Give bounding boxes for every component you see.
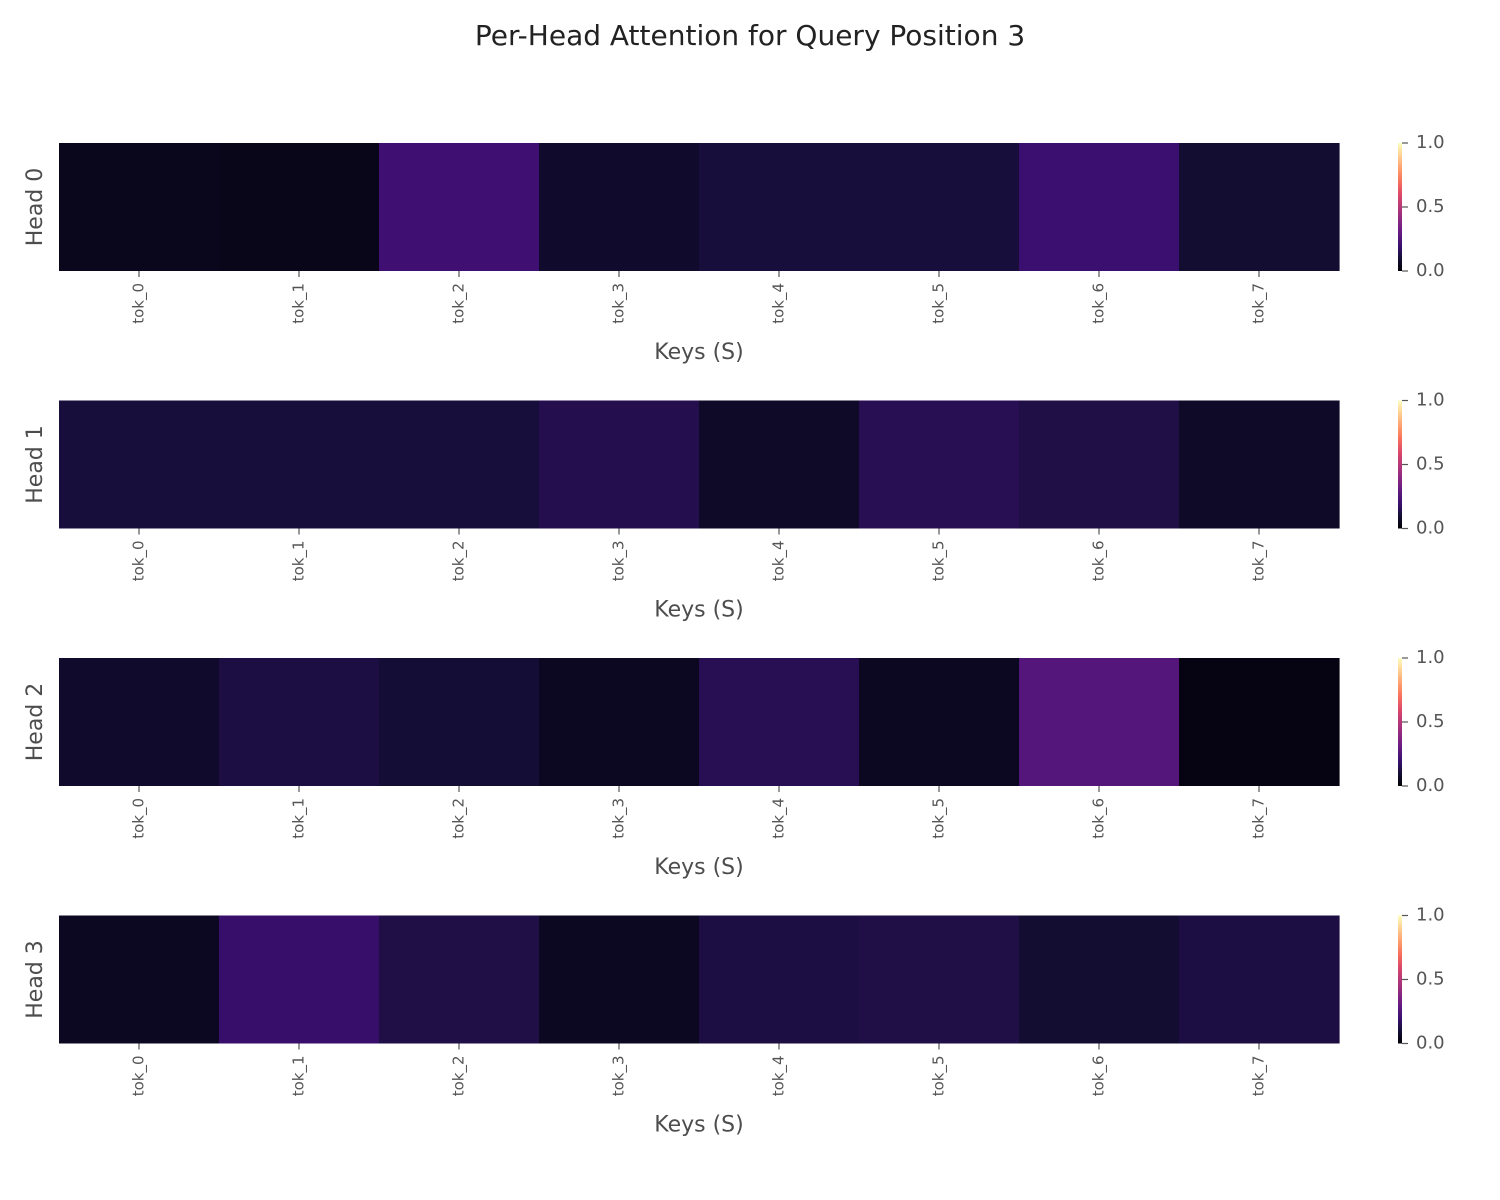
x-tick-label: tok_3 (610, 798, 629, 839)
heatmap-cell-head0-tok_7 (1179, 143, 1340, 271)
colorbar-tick-label: 1.0 (1416, 390, 1445, 411)
x-tick-label: tok_0 (130, 1056, 149, 1097)
heatmap-cell-head3-tok_2 (379, 915, 540, 1044)
x-axis-label: Keys (S) (654, 340, 743, 365)
x-axis-label: Keys (S) (654, 1113, 743, 1138)
heatmap-cell-head2-tok_6 (1019, 658, 1180, 786)
heatmap-cell-head3-tok_1 (219, 915, 380, 1044)
x-tick-label: tok_4 (770, 541, 789, 582)
heatmap-cell-head1-tok_7 (1179, 400, 1340, 529)
y-axis-label-head-2: Head 2 (23, 683, 48, 762)
x-tick-label: tok_5 (930, 1056, 949, 1097)
colorbar-tick-label: 0.0 (1416, 775, 1445, 796)
head-panel-0: Head 0 tok_0 tok_1 tok_2 tok_3 tok_4 tok_5 tok_… (23, 132, 1445, 365)
x-tick-label: tok_6 (1090, 283, 1109, 324)
x-tick-label: tok_4 (770, 283, 789, 324)
colorbar-2 (1398, 658, 1402, 786)
heatmap-cell-head2-tok_2 (379, 658, 540, 786)
colorbar-0 (1398, 143, 1402, 271)
x-axis-label: Keys (S) (654, 598, 743, 623)
colorbar-tick-label: 0.0 (1416, 518, 1445, 539)
x-tick-label: tok_7 (1250, 541, 1269, 582)
heatmap-cell-head1-tok_5 (859, 400, 1020, 529)
y-axis-label-head-3: Head 3 (23, 940, 48, 1019)
head-panels: Head 0 tok_0 tok_1 tok_2 tok_3 tok_4 tok_5 tok_… (23, 132, 1445, 1138)
colorbar-tick-label: 0.0 (1416, 260, 1445, 281)
y-axis-label-head-0: Head 0 (23, 168, 48, 247)
x-tick-label: tok_6 (1090, 1056, 1109, 1097)
colorbar-3 (1398, 915, 1402, 1044)
heatmap-cell-head2-tok_0 (59, 658, 220, 786)
heatmap-cell-head3-tok_3 (539, 915, 700, 1044)
x-axis-label: Keys (S) (654, 855, 743, 880)
x-tick-label: tok_4 (770, 798, 789, 839)
x-tick-label: tok_3 (610, 541, 629, 582)
heatmap-cell-head2-tok_5 (859, 658, 1020, 786)
heatmap-cell-head3-tok_7 (1179, 915, 1340, 1044)
head-panel-2: Head 2 tok_0 tok_1 tok_2 tok_3 tok_4 tok_5 tok_… (23, 647, 1445, 880)
heatmap-cell-head1-tok_1 (219, 400, 380, 529)
heatmap-cell-head2-tok_1 (219, 658, 380, 786)
heatmap-cell-head1-tok_2 (379, 400, 540, 529)
x-tick-label: tok_5 (930, 541, 949, 582)
colorbar-tick-label: 1.0 (1416, 647, 1445, 668)
heatmap-cell-head0-tok_3 (539, 143, 700, 271)
x-tick-label: tok_2 (450, 798, 469, 839)
x-tick-label: tok_6 (1090, 541, 1109, 582)
x-tick-label: tok_1 (290, 1056, 309, 1097)
heatmap-cell-head2-tok_4 (699, 658, 860, 786)
x-tick-label: tok_2 (450, 541, 469, 582)
chart-title: Per-Head Attention for Query Position 3 (475, 19, 1025, 52)
heatmap-cell-head0-tok_1 (219, 143, 380, 271)
x-tick-label: tok_7 (1250, 283, 1269, 324)
x-tick-label: tok_3 (610, 283, 629, 324)
y-axis-label-head-1: Head 1 (23, 425, 48, 504)
x-tick-label: tok_4 (770, 1056, 789, 1097)
x-tick-label: tok_1 (290, 798, 309, 839)
head-panel-3: Head 3 tok_0 tok_1 tok_2 tok_3 tok_4 tok_5 tok_… (23, 905, 1445, 1138)
heatmap-cell-head3-tok_4 (699, 915, 860, 1044)
colorbar-tick-label: 0.0 (1416, 1033, 1445, 1054)
colorbar-tick-label: 0.5 (1416, 969, 1445, 990)
colorbar-tick-label: 0.5 (1416, 454, 1445, 475)
heatmap-cell-head0-tok_0 (59, 143, 220, 271)
heatmap-cell-head3-tok_6 (1019, 915, 1180, 1044)
x-tick-label: tok_0 (130, 283, 149, 324)
heatmap-cell-head0-tok_4 (699, 143, 860, 271)
x-tick-label: tok_1 (290, 283, 309, 324)
heatmap-cell-head1-tok_6 (1019, 400, 1180, 529)
x-tick-label: tok_3 (610, 1056, 629, 1097)
colorbar-tick-label: 0.5 (1416, 711, 1445, 732)
x-tick-label: tok_1 (290, 541, 309, 582)
x-tick-label: tok_7 (1250, 798, 1269, 839)
heatmap-cell-head0-tok_6 (1019, 143, 1180, 271)
heatmap-cell-head2-tok_3 (539, 658, 700, 786)
heatmap-cell-head1-tok_0 (59, 400, 220, 529)
x-tick-label: tok_5 (930, 798, 949, 839)
heatmap-cell-head3-tok_5 (859, 915, 1020, 1044)
heatmap-cell-head1-tok_3 (539, 400, 700, 529)
heatmap-cell-head0-tok_2 (379, 143, 540, 271)
x-tick-label: tok_7 (1250, 1056, 1269, 1097)
x-tick-label: tok_5 (930, 283, 949, 324)
heatmap-cell-head2-tok_7 (1179, 658, 1340, 786)
x-tick-label: tok_0 (130, 541, 149, 582)
colorbar-1 (1398, 400, 1402, 529)
heatmap-cell-head3-tok_0 (59, 915, 220, 1044)
x-tick-label: tok_0 (130, 798, 149, 839)
heatmap-cell-head1-tok_4 (699, 400, 860, 529)
colorbar-tick-label: 1.0 (1416, 132, 1445, 153)
colorbar-tick-label: 1.0 (1416, 905, 1445, 926)
x-tick-label: tok_6 (1090, 798, 1109, 839)
x-tick-label: tok_2 (450, 283, 469, 324)
x-tick-label: tok_2 (450, 1056, 469, 1097)
heatmap-cell-head0-tok_5 (859, 143, 1020, 271)
colorbar-tick-label: 0.5 (1416, 196, 1445, 217)
head-panel-1: Head 1 tok_0 tok_1 tok_2 tok_3 tok_4 tok_5 tok_… (23, 390, 1445, 623)
